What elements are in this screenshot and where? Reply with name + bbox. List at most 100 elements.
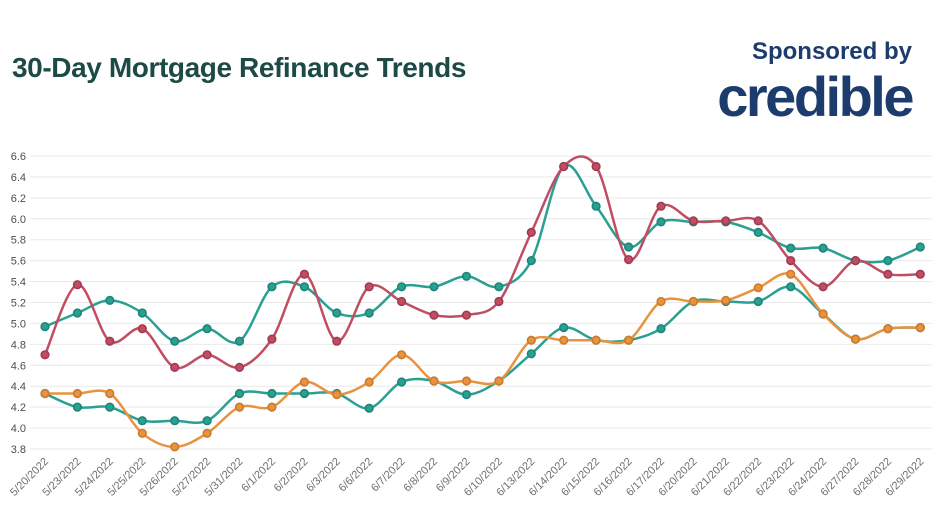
data-point-teal-lower [753,296,763,307]
data-point-teal-upper [494,282,504,292]
y-axis-label: 3.8 [11,444,26,456]
data-point-teal-lower [786,282,796,292]
data-point-orange [915,323,925,333]
data-point-teal-upper [526,255,536,266]
y-axis-label: 4.6 [11,360,26,372]
refinance-trends-chart: 6.6 6.4 6.2 6.0 5.8 5.6 5.4 5.2 5.0 4.8 4.6 4.4 4.2 4… [8,151,932,499]
data-point-red [850,255,861,266]
data-point-red [105,336,115,346]
series-line-teal-lower [43,285,922,424]
data-point-orange [202,428,212,438]
data-point-red [623,254,634,265]
data-point-red [267,334,277,344]
data-point-teal-upper [753,227,763,237]
x-axis-label: 6/3/2022 [304,456,343,495]
data-point-teal-lower [461,390,472,400]
y-axis-label: 5.8 [11,235,26,247]
data-point-orange [461,376,472,386]
data-point-teal-upper [202,324,212,334]
data-point-teal-lower [170,416,180,426]
data-point-red [234,362,245,372]
data-point-teal-upper [40,322,50,332]
data-point-teal-upper [429,282,439,292]
data-point-teal-upper [915,242,925,252]
y-axis-label: 4.0 [11,423,26,435]
y-axis-label: 5.0 [11,318,26,330]
y-axis-label: 6.4 [11,172,26,184]
data-point-teal-lower [105,402,115,412]
data-point-red [688,216,699,226]
data-point-red [656,201,666,211]
data-point-orange [591,335,601,345]
data-point-orange [656,296,666,307]
data-point-teal-upper [591,201,601,211]
x-axis-label: 6/8/2022 [401,456,440,495]
data-point-orange [786,269,796,279]
data-point-red [429,310,439,320]
data-point-orange [429,376,439,386]
data-point-red [397,296,407,307]
data-point-orange [72,388,82,399]
x-axis-label: 6/1/2022 [239,456,278,495]
data-point-orange [332,390,342,400]
y-axis-label: 4.8 [11,339,26,351]
data-point-red [883,269,893,279]
y-axis-label: 4.4 [11,381,26,393]
data-point-orange [364,377,374,387]
x-axis-label: 6/2/2022 [272,456,311,495]
data-point-teal-upper [364,308,374,318]
y-axis-label: 6.6 [11,151,26,163]
data-point-teal-lower [267,388,277,399]
data-point-orange [850,334,861,344]
data-point-red [202,350,212,360]
x-axis-label: 6/6/2022 [337,456,376,495]
data-point-orange [721,295,731,305]
data-point-orange [234,402,245,412]
data-point-red [721,216,731,226]
data-point-teal-upper [72,308,82,318]
data-point-orange [818,309,828,319]
data-point-orange [137,428,147,438]
y-axis-label: 4.2 [11,402,26,414]
data-point-red [299,269,310,279]
data-point-teal-lower [364,403,374,413]
data-point-red [753,216,763,226]
data-point-teal-upper [299,282,310,292]
data-point-teal-upper [332,308,342,318]
data-point-red [461,310,472,320]
data-point-teal-lower [299,388,310,399]
x-axis-label: 6/7/2022 [369,456,408,495]
data-point-red [40,350,50,360]
page-title: 30-Day Mortgage Refinance Trends [12,52,466,83]
data-point-orange [397,350,407,360]
data-point-red [137,324,147,334]
data-point-teal-lower [526,349,536,359]
y-axis-label: 5.4 [11,277,26,289]
series-line-teal-upper [43,163,922,344]
data-point-red [332,336,342,346]
data-point-teal-lower [559,323,569,333]
data-point-red [915,269,925,279]
data-point-orange [526,335,536,345]
data-point-orange [494,376,504,386]
data-point-orange [170,442,180,452]
sponsor-block: Sponsored by credible [717,38,914,125]
data-point-teal-lower [202,416,212,426]
data-point-teal-upper [170,336,180,346]
data-point-red [494,296,504,307]
data-point-teal-upper [461,271,472,281]
data-point-orange [623,335,634,345]
y-axis-label: 5.2 [11,298,26,310]
data-point-teal-upper [137,308,147,318]
data-point-teal-lower [656,324,666,334]
data-point-red [170,362,180,372]
data-point-teal-upper [883,255,893,266]
data-point-teal-lower [234,388,245,399]
y-axis-label: 6.2 [11,193,26,205]
data-point-teal-upper [397,282,407,292]
data-point-teal-upper [267,282,277,292]
data-point-teal-upper [656,217,666,227]
y-axis-label: 5.6 [11,256,26,268]
data-point-red [559,161,569,172]
